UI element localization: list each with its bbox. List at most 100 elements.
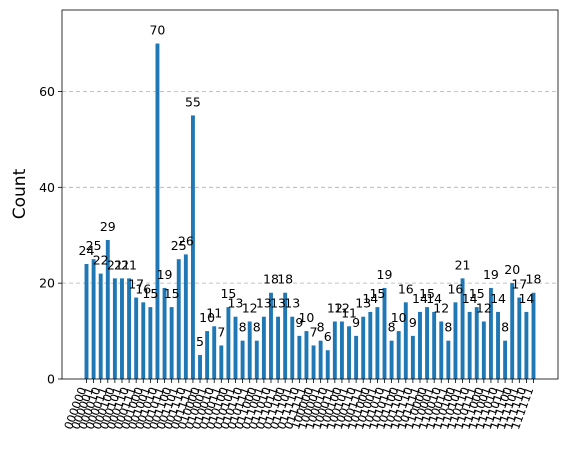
bar-value-label: 14	[362, 291, 378, 306]
bar	[105, 240, 110, 379]
bar	[311, 345, 316, 379]
bar-value-label: 26	[178, 233, 194, 248]
bar-value-label: 9	[295, 315, 303, 330]
bar-value-label: 16	[398, 281, 414, 296]
bar	[261, 316, 266, 379]
bar	[155, 43, 160, 379]
bar-value-label: 9	[352, 315, 360, 330]
bar-value-label: 19	[157, 267, 173, 282]
bar	[389, 340, 394, 379]
bar-value-label: 12	[433, 300, 449, 315]
bar	[318, 340, 323, 379]
bar-value-label: 21	[107, 257, 123, 272]
bar	[439, 321, 444, 379]
bar-value-label: 7	[217, 324, 225, 339]
bar-value-label: 15	[469, 286, 485, 301]
bar-value-label: 8	[444, 320, 452, 335]
bar-value-label: 29	[100, 219, 116, 234]
bar-value-label: 5	[196, 334, 204, 349]
bar	[247, 321, 252, 379]
bar	[460, 278, 465, 379]
bar-value-label: 8	[239, 320, 247, 335]
bar-value-label: 14	[490, 291, 506, 306]
bar-value-label: 8	[317, 320, 325, 335]
bar-value-label: 10	[391, 310, 407, 325]
bar	[205, 331, 210, 379]
bar	[332, 321, 337, 379]
bar	[453, 302, 458, 379]
bar-value-label: 16	[135, 281, 151, 296]
y-tick-label: 40	[39, 180, 55, 195]
bar-value-label: 18	[263, 272, 279, 287]
bar	[98, 273, 103, 379]
bar	[361, 316, 366, 379]
bar	[219, 345, 224, 379]
bar-value-label: 25	[86, 238, 102, 253]
bar-value-label: 8	[253, 320, 261, 335]
bar	[396, 331, 401, 379]
bar	[488, 287, 493, 379]
bar-value-label: 12	[334, 300, 350, 315]
bar-value-labels: 2425222921212117161570191525265551011715…	[79, 23, 542, 349]
bar	[325, 350, 330, 379]
bar	[425, 307, 430, 379]
bar-value-label: 13	[355, 296, 371, 311]
bar-value-label: 21	[121, 257, 137, 272]
bar-value-label: 13	[270, 296, 286, 311]
bar-value-label: 16	[447, 281, 463, 296]
bar	[382, 287, 387, 379]
bar	[410, 335, 415, 379]
bar	[198, 355, 202, 379]
bars	[84, 43, 536, 379]
x-axis-ticks: 0000000000010000100000110001000001010001…	[61, 379, 536, 431]
bar-value-label: 70	[149, 23, 165, 38]
bar-value-label: 11	[341, 305, 357, 320]
bar-value-label: 15	[369, 286, 385, 301]
bar	[531, 292, 536, 379]
bar-value-label: 24	[79, 243, 95, 258]
bar	[112, 278, 117, 379]
y-tick-label: 0	[47, 372, 55, 387]
bar	[176, 259, 181, 379]
bar	[127, 278, 132, 379]
bar-value-label: 17	[511, 277, 527, 292]
bar-value-label: 14	[518, 291, 534, 306]
bar	[226, 307, 231, 379]
bar	[354, 335, 359, 379]
bar	[503, 340, 508, 379]
bar-value-label: 19	[377, 267, 393, 282]
bar-value-label: 55	[185, 94, 201, 109]
bar	[141, 302, 146, 379]
bar	[474, 307, 479, 379]
bar	[517, 297, 522, 379]
bar-value-label: 14	[462, 291, 478, 306]
bar	[84, 263, 89, 379]
grid-lines	[62, 91, 558, 284]
bar-value-label: 11	[206, 305, 222, 320]
y-axis-ticks: 0 20 40 60	[39, 84, 62, 387]
bar	[120, 278, 124, 379]
bar-value-label: 10	[199, 310, 215, 325]
bar-value-label: 15	[220, 286, 236, 301]
bar-value-label: 7	[310, 324, 318, 339]
bar-value-label: 14	[412, 291, 428, 306]
bar-value-label: 17	[128, 277, 144, 292]
bar-value-label: 13	[228, 296, 244, 311]
bar	[190, 115, 195, 379]
bar	[91, 259, 96, 379]
bar	[432, 311, 437, 379]
bar	[446, 340, 451, 379]
bar-value-label: 15	[164, 286, 180, 301]
bar	[339, 321, 344, 379]
bar	[297, 335, 302, 379]
bar-value-label: 14	[426, 291, 442, 306]
bar	[304, 331, 309, 379]
bar	[481, 321, 486, 379]
bar	[233, 316, 238, 379]
bar	[347, 326, 351, 379]
bar	[368, 311, 373, 379]
bar-value-label: 12	[242, 300, 258, 315]
bar	[276, 316, 281, 379]
bar-value-label: 15	[419, 286, 435, 301]
